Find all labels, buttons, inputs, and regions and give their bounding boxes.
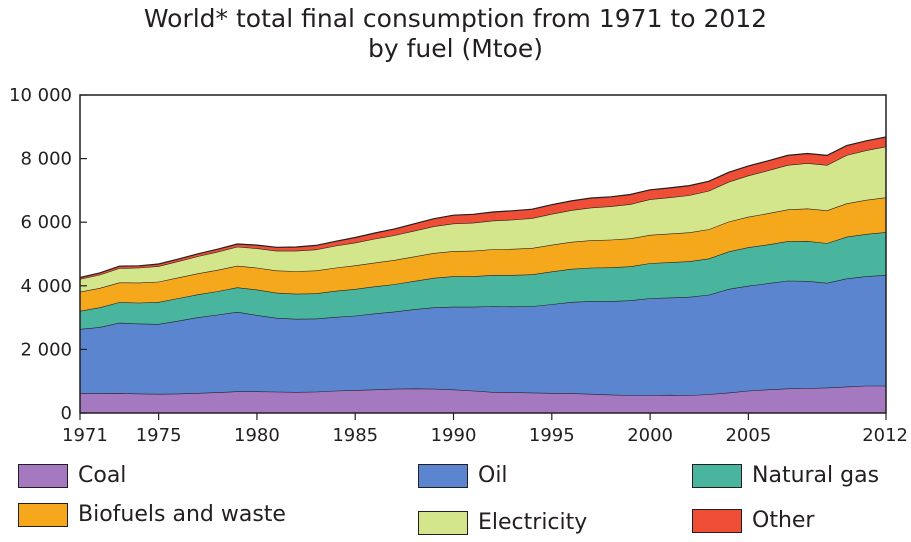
x-tick-label: 2005 (725, 425, 771, 446)
legend-swatch-electricity (418, 510, 468, 535)
legend-item-electricity: Electricity (418, 510, 587, 535)
axes (79, 94, 887, 420)
y-tick-label: 8 000 (20, 149, 72, 170)
y-tick-label: 6 000 (20, 212, 72, 233)
legend-item-oil: Oil (418, 463, 508, 488)
legend-label-coal: Coal (78, 463, 127, 488)
y-tick-labels: 0 2 000 4 000 6 000 8 000 10 000 (9, 85, 72, 424)
x-tick-label: 1990 (431, 425, 477, 446)
y-tick-label: 2 000 (20, 339, 72, 360)
legend-swatch-other (692, 508, 742, 533)
x-tick-labels: 1971 1975 1980 1985 1990 1995 2000 2005 2012 (62, 425, 908, 446)
y-tick-label: 4 000 (20, 276, 72, 297)
legend-swatch-coal (18, 463, 68, 488)
area-coal (80, 385, 886, 413)
area-biofuels-and-waste (80, 197, 886, 311)
area-electricity (80, 146, 886, 292)
y-tick-label: 0 (61, 403, 72, 424)
x-tick-label: 1985 (332, 425, 378, 446)
area-natural-gas (80, 232, 886, 329)
legend-swatch-oil (418, 463, 468, 488)
legend-item-biofuels-and-waste: Biofuels and waste (18, 502, 286, 527)
boundary-other (79, 136, 887, 279)
x-tick-label: 2000 (627, 425, 673, 446)
plot-frame (79, 94, 887, 414)
plot-area: 0 2 000 4 000 6 000 8 000 10 000 1971 1975 1980… (9, 85, 908, 446)
chart-title-line-2: by fuel (Mtoe) (367, 34, 544, 63)
area-other (80, 137, 886, 280)
legend-item-other: Other (692, 508, 814, 533)
legend-label-other: Other (752, 508, 815, 533)
x-tick-label: 2012 (862, 425, 908, 446)
x-tick-label: 1980 (234, 425, 280, 446)
area-oil (80, 275, 886, 396)
legend-swatch-biofuels-and-waste (18, 502, 68, 527)
legend-label-biofuels-and-waste: Biofuels and waste (78, 502, 286, 527)
area-layers (79, 136, 887, 413)
legend-swatch-natural-gas (692, 463, 742, 488)
legend-item-natural-gas: Natural gas (692, 463, 879, 488)
chart-title-line-1: World* total final consumption from 1971… (143, 4, 768, 33)
legend-item-coal: Coal (18, 463, 126, 488)
x-tick-label: 1971 (62, 425, 108, 446)
legend-label-natural-gas: Natural gas (752, 463, 880, 488)
x-tick-label: 1995 (529, 425, 575, 446)
legend-label-electricity: Electricity (478, 510, 588, 535)
chart-title: World* total final consumption from 1971… (0, 4, 911, 64)
y-tick-label: 10 000 (9, 85, 72, 106)
x-tick-label: 1975 (136, 425, 182, 446)
legend-label-oil: Oil (478, 463, 508, 488)
